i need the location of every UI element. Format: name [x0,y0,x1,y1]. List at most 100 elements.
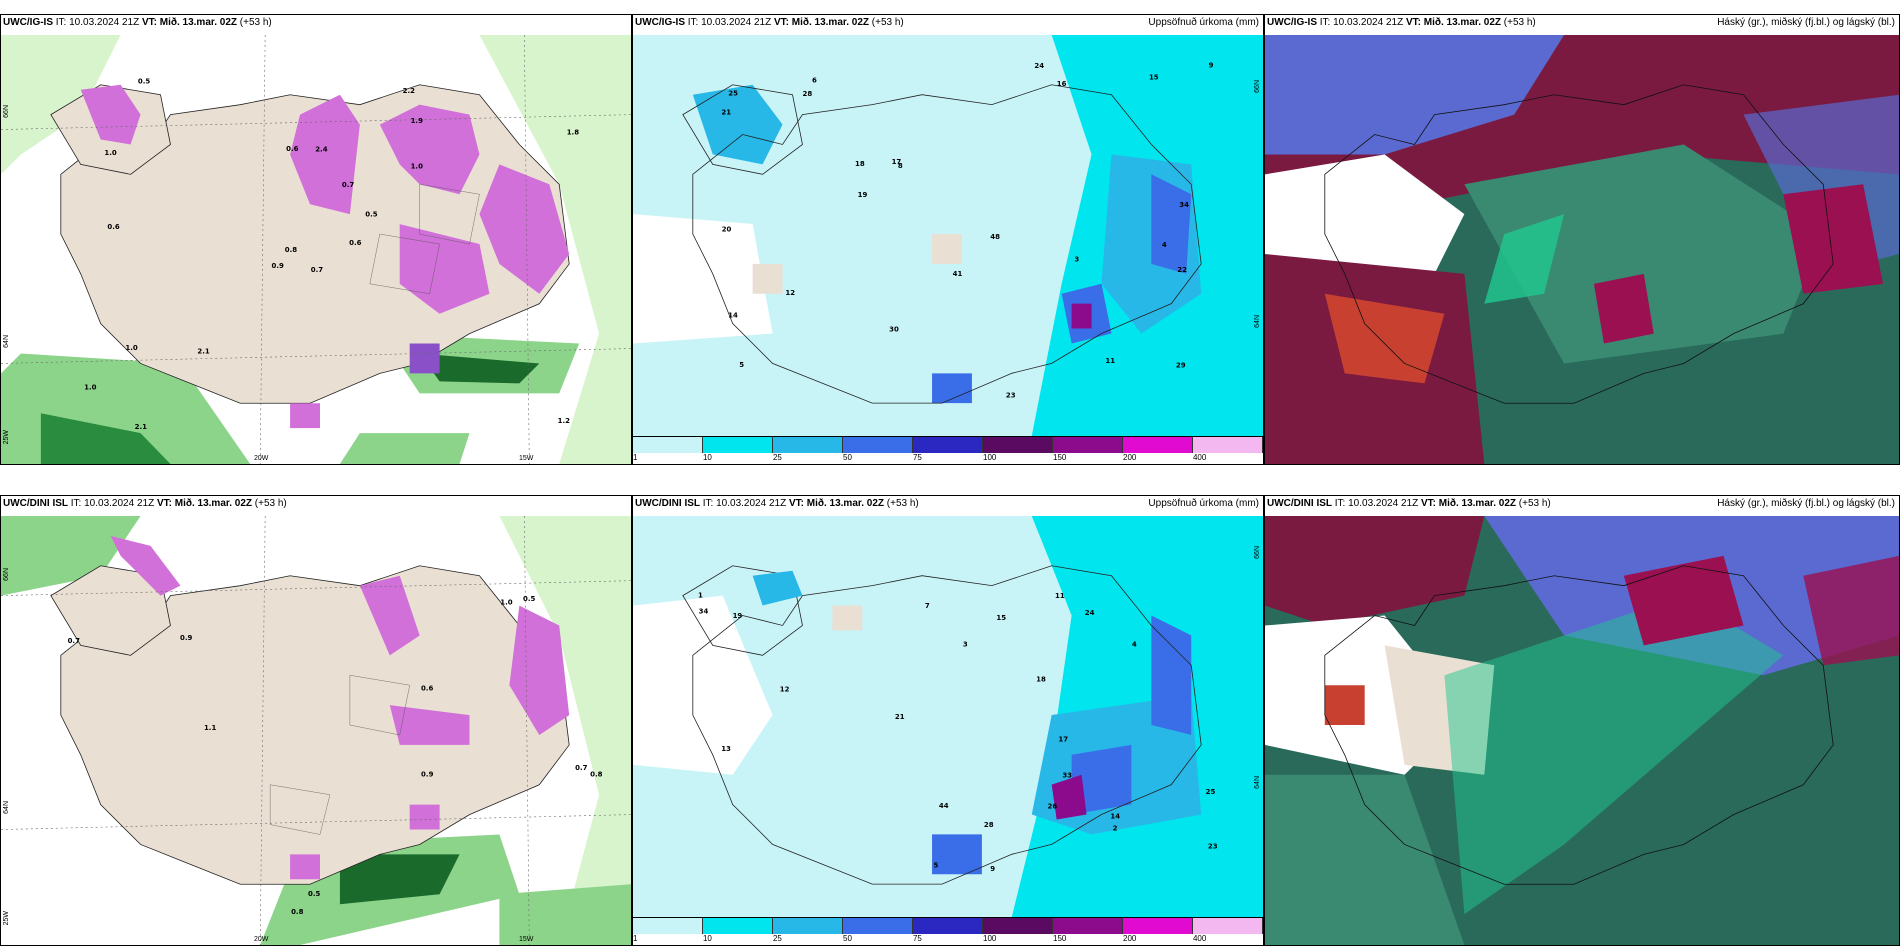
value-label: 0.9 [180,634,193,642]
colorbar-cell [913,437,983,453]
colorbar-cell [773,437,843,453]
value-label: 25 [1206,788,1216,796]
lat-label-66n: 66N [1254,80,1261,93]
panel-title: UWC/DINI ISL IT: 10.03.2024 21Z VT: Mið.… [1267,498,1551,509]
colorbar-cell [843,437,913,453]
value-label: 20 [722,226,732,234]
panel-title: UWC/DINI ISL IT: 10.03.2024 21Z VT: Mið.… [3,498,287,509]
colorbar-cell [1123,918,1193,934]
panel-right-title: Uppsöfnuð úrkoma (mm) [1148,17,1259,28]
colorbar-label: 150 [1053,934,1067,943]
colorbar-label: 100 [983,453,997,462]
colorbar-label: 400 [1192,453,1207,462]
map-snow-rain: 0.7 0.9 0.6 0.5 1.0 0.8 0.9 1.1 0.5 0.8 0.7 [1,516,631,945]
value-label: 30 [889,326,899,334]
colorbar-cell [913,918,983,934]
value-label: 17 [892,158,902,166]
value-label: 5 [739,361,744,369]
lon-label-25w: 25W [3,911,10,926]
value-label: 4 [1132,640,1137,648]
value-label: 19 [858,191,868,199]
colorbar-cell [703,437,773,453]
value-label: 7 [925,602,930,610]
map-precipitation: 3 2 1 4 5 7 9 11 12 13 14 15 17 19 23 24 25 26 28 33 34 44 18 2… [633,516,1263,917]
value-label: 33 [1062,771,1072,779]
value-label: 12 [785,289,795,297]
value-label: 18 [855,160,865,168]
colorbar: 1 10 25 50 75 100 150 200 400 [633,917,1263,945]
value-label: 15 [996,614,1006,622]
value-label: 0.8 [590,771,603,779]
value-label: 1.0 [125,344,138,352]
map-precipitation: 3 4 5 6 8 11 14 16 18 23 21 20 25 29 30 34 41 48 17 12 9 15 19… [633,35,1263,436]
lat-label-66n: 66N [3,105,10,118]
value-label: 34 [699,608,709,616]
value-label: 28 [984,821,994,829]
value-label: 1.1 [204,724,217,732]
colorbar-cell [1193,918,1263,934]
value-label: 2 [1113,825,1118,833]
value-label: 0.9 [421,771,434,779]
lon-label-20w: 20W [254,936,269,943]
lat-label-64n: 64N [3,801,10,814]
value-label: 9 [1209,61,1214,69]
colorbar-label: 200 [1123,453,1137,462]
colorbar-label: 100 [983,934,997,943]
value-label: 1.0 [500,598,513,606]
colorbar-cell [773,918,843,934]
panel-bottom-middle: UWC/DINI ISL IT: 10.03.2024 21Z VT: Mið.… [632,495,1264,946]
lat-label-64n: 64N [1254,315,1261,328]
value-label: 14 [728,311,738,319]
lat-label-66n: 66N [1254,546,1261,559]
value-label: 24 [1085,609,1095,617]
colorbar-label: 75 [912,934,922,943]
colorbar-label: 400 [1192,934,1207,943]
colorbar: 1 10 25 50 75 100 150 200 400 [633,436,1263,464]
value-label: 1.0 [84,383,97,391]
value-label: 0.6 [349,239,362,247]
value-label: 9 [990,865,995,873]
value-label: 24 [1034,62,1044,70]
panel-top-right: UWC/IG-IS IT: 10.03.2024 21Z VT: Mið. 13… [1264,14,1900,465]
value-label: 11 [1105,357,1115,365]
value-label: 0.6 [421,685,434,693]
colorbar-label: 200 [1123,934,1137,943]
value-label: 2.2 [403,87,416,95]
colorbar-label: 50 [843,453,852,462]
value-label: 0.7 [575,764,588,772]
value-label: 34 [1179,201,1189,209]
panel-bottom-left: UWC/DINI ISL IT: 10.03.2024 21Z VT: Mið.… [0,495,632,946]
panel-top-middle: UWC/IG-IS IT: 10.03.2024 21Z VT: Mið. 13… [632,14,1264,465]
value-label: 26 [1047,803,1057,811]
value-label: 2.1 [197,347,210,355]
map-clouds [1265,516,1899,945]
lon-label-15w: 15W [519,455,534,462]
value-label: 1.0 [104,149,117,157]
value-label: 28 [803,90,813,98]
value-label: 25 [728,89,738,97]
value-label: 1.0 [411,163,424,171]
panel-top-left: UWC/IG-IS IT: 10.03.2024 21Z VT: Mið. 13… [0,14,632,465]
value-label: 2.1 [135,423,148,431]
colorbar-label: 1 [633,453,638,462]
value-label: 0.8 [285,246,298,254]
value-label: 13 [721,745,731,753]
value-label: 44 [939,802,949,810]
value-label: 21 [721,109,731,117]
colorbar-label: 75 [912,453,922,462]
value-label: 0.6 [286,145,299,153]
value-label: 1.8 [567,129,580,137]
value-label: 11 [1055,592,1065,600]
lat-label-66n: 66N [3,568,10,581]
map-snow-rain: 0.7 1.0 0.8 1.0 0.5 2.1 2.2 2.4 1.9 0.6 0.5 1.2 0.6 1… [1,35,631,464]
value-label: 1.2 [558,417,571,425]
value-label: 1 [698,592,703,600]
value-label: 0.5 [523,595,536,603]
value-label: 29 [1176,361,1186,369]
value-label: 6 [812,76,817,84]
value-label: 16 [1057,80,1067,88]
value-label: 23 [1208,843,1218,851]
value-label: 2.4 [315,146,328,154]
colorbar-cell [703,918,773,934]
lon-label-20w: 20W [254,455,269,462]
